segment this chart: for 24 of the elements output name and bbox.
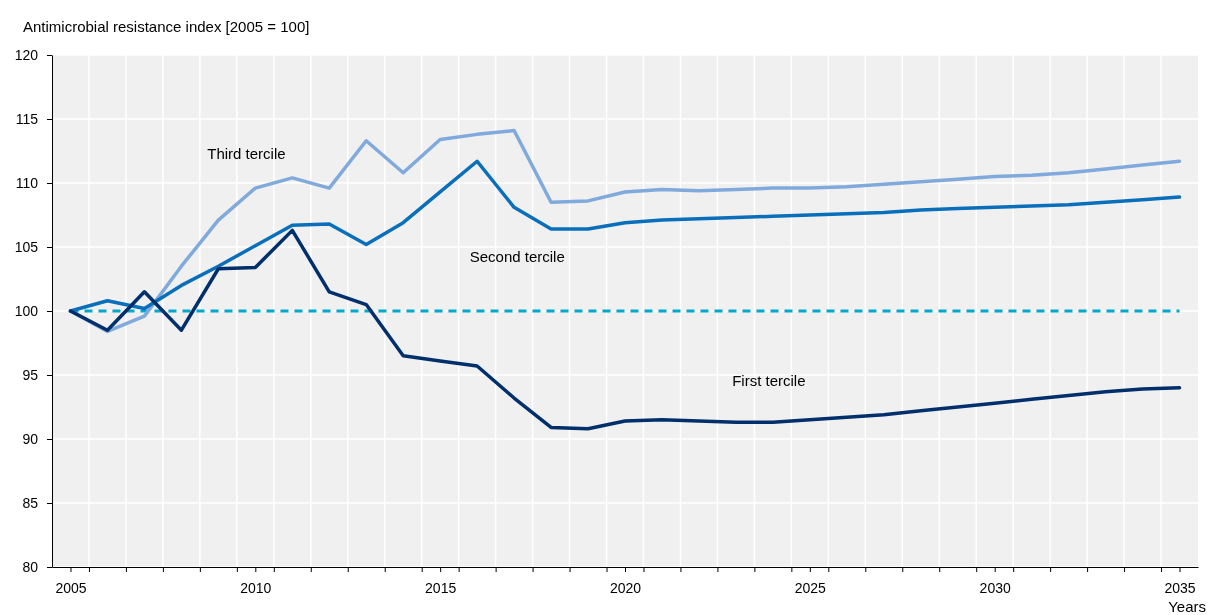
x-tick-label: 2035 [1164, 580, 1196, 597]
x-axis-title: Years [1168, 598, 1206, 615]
line-series [68, 228, 1182, 431]
x-tick-label: 2005 [55, 580, 87, 597]
x-tick-label: 2030 [979, 580, 1011, 597]
y-tick-label: 80 [22, 558, 39, 575]
y-tick-label: 95 [22, 366, 39, 383]
y-tick-label: 105 [14, 238, 39, 255]
line-series [68, 128, 1182, 334]
series-label: Third tercile [207, 144, 286, 162]
y-tick-label: 85 [22, 494, 39, 511]
x-tick-label: 2015 [425, 580, 457, 597]
y-axis-title: Antimicrobial resistance index [2005 = 100] [23, 18, 310, 35]
y-tick-label: 115 [15, 110, 39, 127]
y-tick-label: 120 [14, 46, 39, 63]
x-tick-label: 2025 [794, 580, 827, 597]
text: First tercile [732, 372, 806, 390]
y-tick-label: 100 [14, 302, 39, 319]
x-tick-label: 2010 [240, 580, 272, 597]
y-tick-label: 90 [22, 430, 39, 447]
y-tick-label: 110 [15, 174, 39, 191]
series-label: Second tercile [469, 248, 565, 266]
line-series [68, 159, 1182, 313]
x-tick-label: 2020 [609, 580, 642, 597]
